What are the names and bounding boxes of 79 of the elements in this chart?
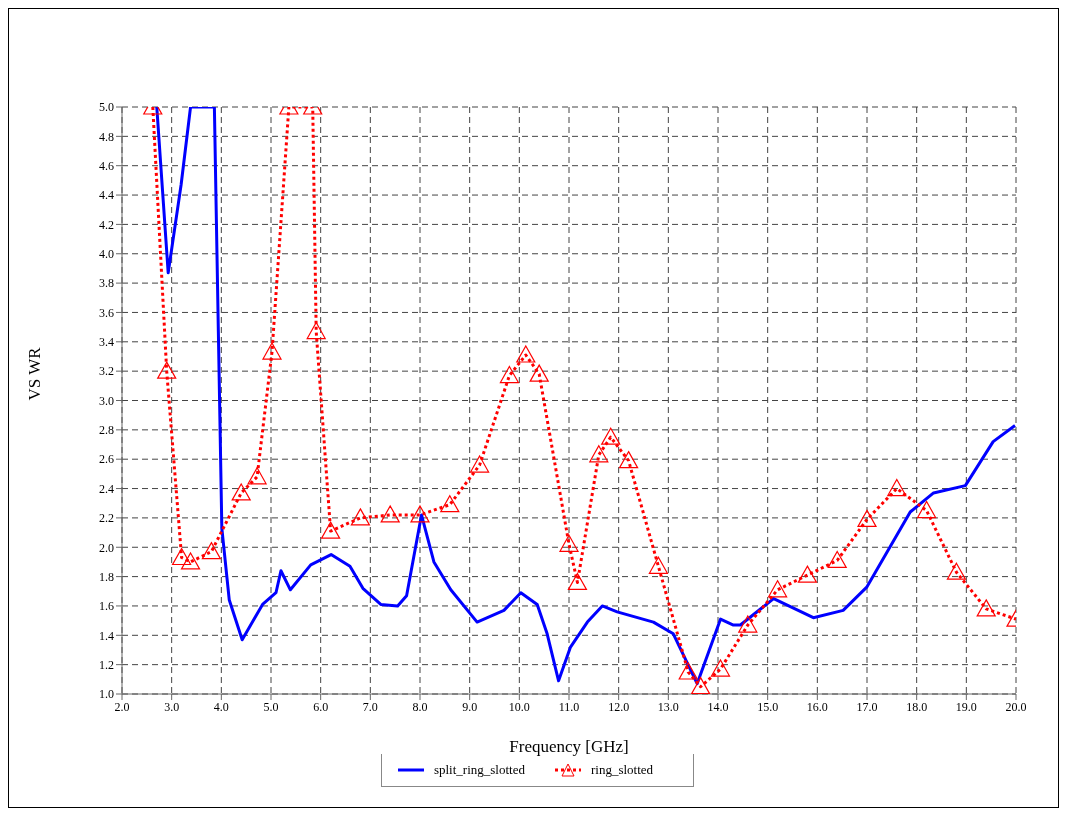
y-tick-label: 1.6 — [99, 599, 114, 614]
point — [172, 547, 192, 566]
point — [410, 505, 430, 523]
x-tick-label: 10.0 — [508, 699, 530, 714]
point — [350, 508, 370, 526]
y-tick-label: 5.0 — [99, 100, 114, 115]
x-tick-label: 9.0 — [462, 699, 478, 714]
point — [529, 364, 549, 382]
y-axis-title: VS WR — [25, 346, 45, 401]
x-tick-label: 15.0 — [757, 699, 779, 714]
y-tick-label: 3.2 — [99, 364, 114, 379]
y-tick-label: 2.4 — [99, 481, 114, 496]
point — [440, 495, 460, 513]
point — [857, 509, 877, 527]
point — [710, 659, 731, 677]
point — [976, 599, 996, 617]
x-tick-label: 13.0 — [657, 699, 679, 714]
y-tick-label: 1.8 — [99, 569, 114, 584]
x-tick-label: 4.0 — [213, 699, 229, 714]
y-tick-label: 4.2 — [99, 217, 114, 232]
y-tick-label: 3.6 — [99, 305, 114, 320]
y-tick-label: 4.6 — [99, 158, 114, 173]
y-tick-label: 2.0 — [99, 540, 114, 555]
point — [619, 451, 639, 469]
point — [827, 550, 847, 569]
x-axis-title: Frequency [GHz] — [509, 737, 629, 756]
x-tick-label: 2.0 — [114, 699, 130, 714]
point — [180, 552, 201, 570]
point — [797, 565, 817, 583]
point — [768, 580, 788, 598]
y-tick-label: 3.0 — [99, 393, 114, 408]
point — [470, 455, 490, 473]
point — [321, 521, 341, 539]
point — [946, 562, 966, 580]
x-tick-label: 7.0 — [362, 699, 378, 714]
x-tick-label: 14.0 — [707, 699, 729, 714]
x-tick-label: 3.0 — [164, 699, 180, 714]
y-tick-label: 2.8 — [99, 423, 114, 438]
point — [157, 361, 177, 379]
point — [306, 321, 326, 340]
point — [917, 500, 937, 519]
y-tick-label: 3.8 — [99, 276, 114, 291]
legend-label: ring_slotted — [590, 762, 654, 778]
point — [678, 662, 698, 680]
x-tick-label: 17.0 — [856, 699, 878, 714]
x-tick-label: 11.0 — [558, 699, 580, 714]
x-tick-label: 12.0 — [608, 699, 630, 714]
point — [516, 345, 536, 363]
point — [601, 427, 621, 445]
point — [589, 445, 609, 463]
legend-label: split_ring_slotted — [433, 762, 525, 778]
point — [247, 467, 267, 485]
y-tick-label: 2.2 — [99, 511, 114, 526]
y-tick-label: 4.0 — [99, 247, 114, 262]
y-tick-label: 4.4 — [99, 188, 114, 203]
point — [559, 534, 579, 552]
x-tick-label: 20.0 — [1005, 699, 1027, 714]
y-tick-label: 1.4 — [99, 628, 114, 643]
point — [380, 505, 400, 523]
point — [648, 556, 668, 574]
x-tick-label: 8.0 — [412, 699, 428, 714]
x-tick-label: 5.0 — [263, 699, 279, 714]
y-tick-label: 4.8 — [99, 129, 114, 144]
point — [567, 572, 588, 591]
y-tick-label: 2.6 — [99, 452, 114, 467]
point — [231, 483, 251, 501]
y-tick-label: 3.4 — [99, 335, 114, 350]
point — [887, 478, 907, 497]
point — [738, 615, 758, 633]
y-tick-label: 1.0 — [99, 687, 114, 702]
x-tick-label: 19.0 — [955, 699, 977, 714]
x-tick-label: 6.0 — [313, 699, 329, 714]
point — [262, 342, 282, 360]
point — [201, 542, 221, 560]
x-tick-label: 16.0 — [806, 699, 828, 714]
point — [499, 365, 519, 384]
y-tick-label: 1.2 — [99, 657, 114, 672]
x-tick-label: 18.0 — [906, 699, 928, 714]
point — [691, 677, 711, 694]
